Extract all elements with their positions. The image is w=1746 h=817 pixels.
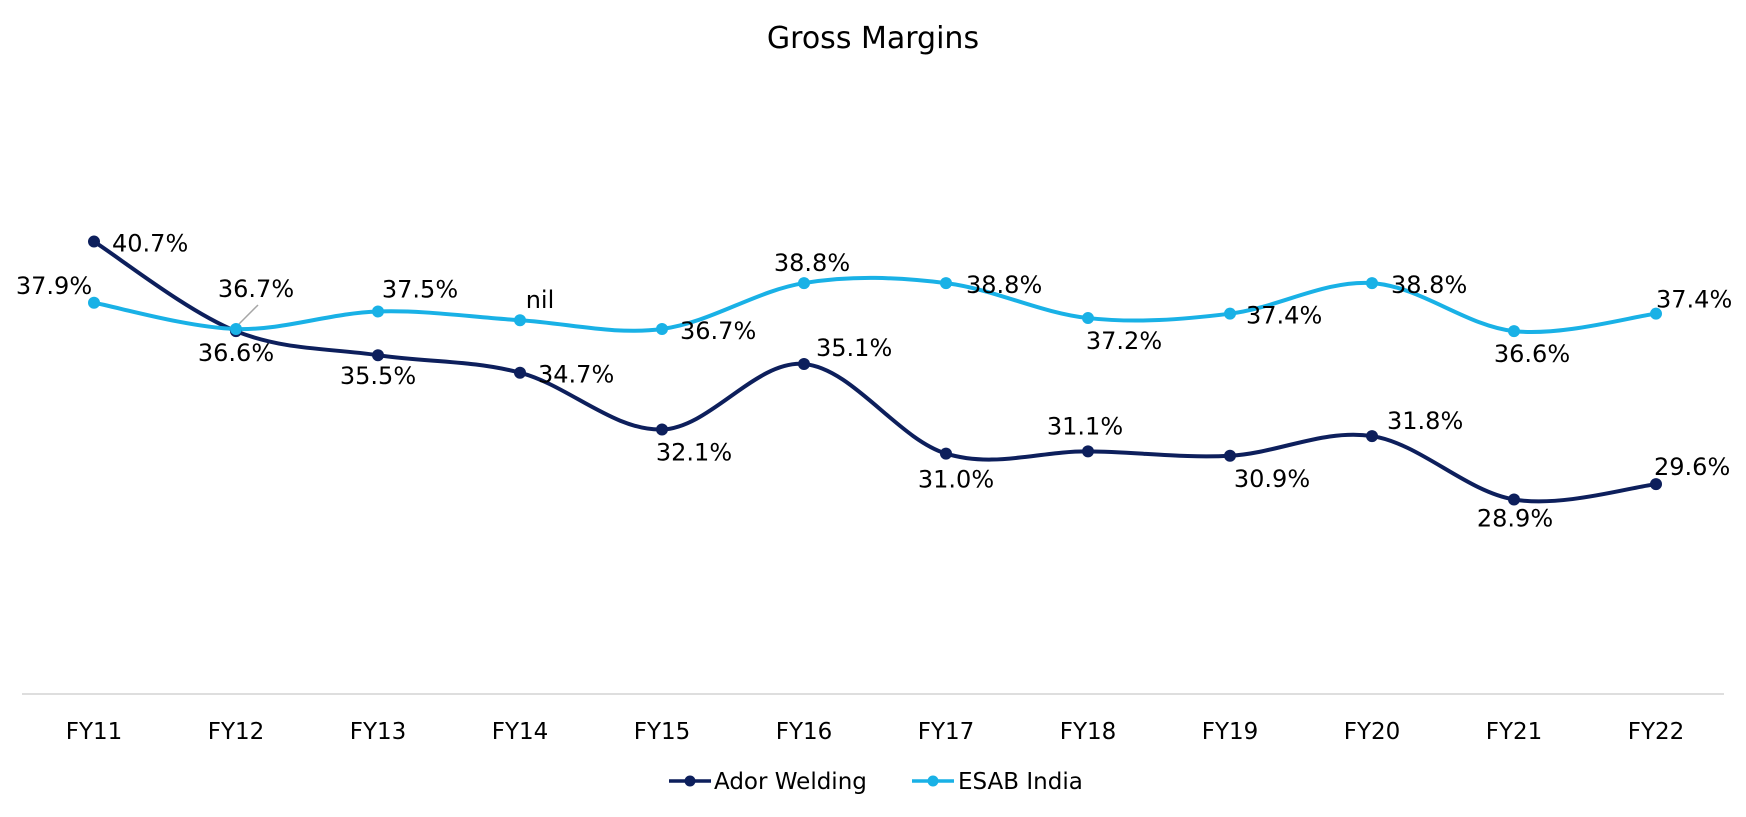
x-tick-label: FY12 [208,719,265,745]
legend-marker-ador [684,775,696,787]
x-tick-label: FY13 [350,719,407,745]
data-label: 28.9% [1477,504,1553,532]
label-connectors [237,304,259,326]
data-point [798,277,810,290]
series-line-esab [92,275,1658,334]
data-point [1366,430,1378,443]
data-label: 37.9% [16,272,92,300]
data-label: 37.4% [1246,302,1322,330]
data-point [798,357,810,370]
legend-item-ador: Ador Welding [669,769,867,795]
data-label: 31.8% [1387,407,1463,435]
data-labels: 40.7% 36.6% 35.5% 34.7% 32.1% 35.1% 31.0% 31.1%… [16,230,1732,533]
x-tick-label: FY15 [634,719,691,745]
data-point [1650,307,1662,320]
data-point [514,314,526,327]
data-point [1508,493,1520,506]
data-point [1508,325,1520,338]
x-tick-label: FY21 [1486,719,1543,745]
series-line-ador [92,239,1658,504]
data-point [1224,449,1236,462]
data-point [1650,478,1662,491]
x-tick-label: FY20 [1344,719,1401,745]
data-label: 40.7% [112,230,188,258]
data-label: 38.8% [774,249,850,277]
data-point [656,423,668,436]
data-label: 36.7% [680,317,756,345]
legend-item-esab: ESAB India [912,769,1083,795]
data-label: 38.8% [1391,271,1467,299]
legend: Ador Welding ESAB India [669,769,1083,795]
series-lines [92,239,1658,504]
data-label: 38.8% [966,271,1042,299]
x-tick-label: FY22 [1628,719,1685,745]
data-label: 31.1% [1047,412,1123,440]
legend-label-ador: Ador Welding [714,769,867,795]
data-label: 31.0% [918,466,994,494]
data-point [1224,307,1236,320]
data-label: 35.5% [340,362,416,390]
label-leader-line [237,304,259,326]
data-label: 37.2% [1086,327,1162,355]
data-label: 37.5% [382,276,458,304]
data-point [372,349,384,362]
data-point [88,235,100,248]
data-point [372,305,384,318]
data-point [1082,445,1094,458]
x-tick-label: FY17 [918,719,975,745]
data-label: 29.6% [1654,453,1730,481]
chart-title: Gross Margins [767,21,979,56]
data-label: 32.1% [656,439,732,467]
data-label: 37.4% [1656,286,1732,314]
data-point [656,322,668,335]
data-label: 36.7% [218,275,294,303]
data-label: 30.9% [1234,465,1310,493]
x-tick-label: FY14 [492,719,549,745]
data-label: 35.1% [816,334,892,362]
data-point [88,296,100,309]
data-label: 34.7% [538,361,614,389]
series-markers [88,235,1662,506]
data-point [514,366,526,379]
x-tick-label: FY19 [1202,719,1259,745]
x-tick-label: FY16 [776,719,833,745]
x-tick-label: FY11 [66,719,123,745]
data-point [1082,312,1094,325]
legend-marker-esab [927,775,939,787]
x-tick-label: FY18 [1060,719,1117,745]
x-axis-ticks: FY11 FY12 FY13 FY14 FY15 FY16 FY17 FY18 FY19 FY20… [66,719,1685,745]
data-point [1366,277,1378,290]
data-point [230,322,242,335]
legend-label-esab: ESAB India [958,769,1083,795]
data-label: nil [526,286,555,314]
data-label: 36.6% [198,339,274,367]
data-label: 36.6% [1494,340,1570,368]
data-point [940,277,952,290]
data-point [940,447,952,460]
